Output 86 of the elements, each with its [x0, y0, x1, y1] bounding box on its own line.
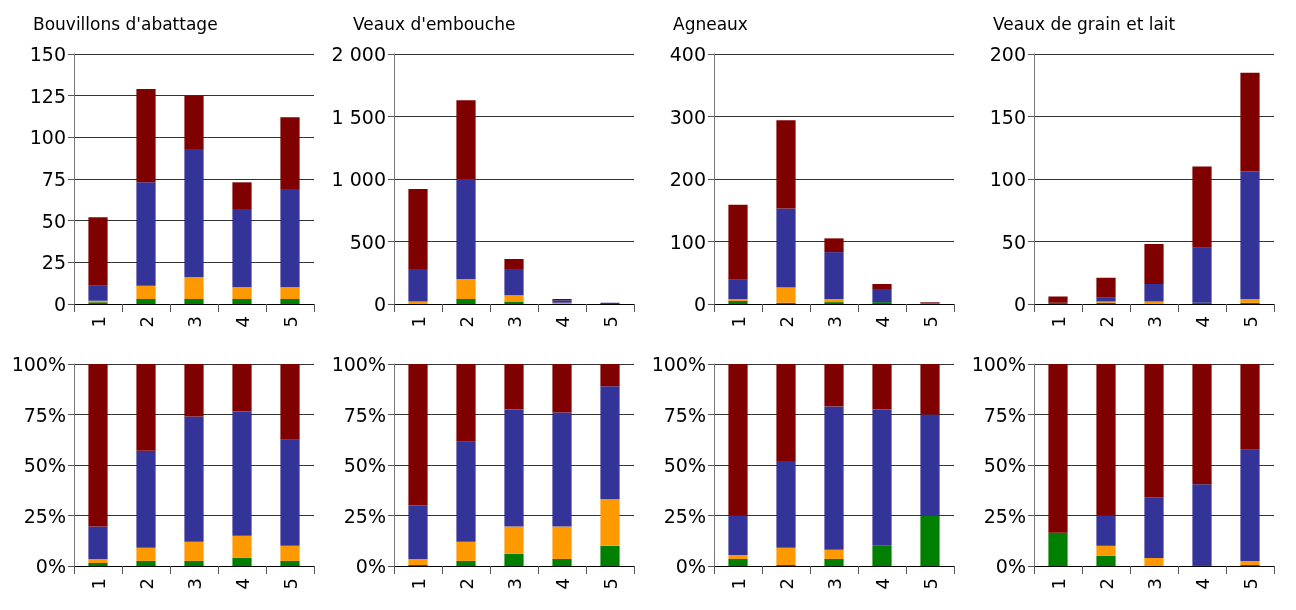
y-tick-label: 0 [53, 293, 66, 315]
chart-title: Veaux de grain et lait [993, 13, 1176, 34]
y-tick-label: 75% [23, 403, 66, 426]
x-tick-label: 1 [1047, 578, 1069, 590]
x-tick-label: 5 [599, 316, 621, 328]
y-tick-label: 50% [23, 454, 66, 476]
x-tick-label: 4 [231, 316, 253, 328]
x-tick-label: 3 [503, 578, 525, 590]
x-tick-label: 5 [1239, 578, 1261, 590]
y-tick-label: 0% [35, 555, 66, 577]
y-tick-label: 100 [29, 126, 66, 149]
y-tick-label: 75 [41, 168, 66, 190]
x-tick-label: 1 [727, 316, 749, 328]
chart-title: Bouvillons d'abattage [33, 13, 218, 34]
y-tick-label: 1 000 [331, 168, 386, 190]
y-tick-label: 75% [663, 403, 706, 426]
x-tick-label: 2 [455, 578, 477, 590]
y-tick-label: 25% [663, 504, 706, 527]
y-tick-label: 500 [349, 230, 386, 253]
y-tick-label: 0% [995, 555, 1026, 577]
x-tick-label: 3 [183, 316, 205, 328]
x-tick-label: 2 [135, 578, 157, 590]
y-tick-label: 300 [669, 105, 706, 128]
y-tick-label: 25% [23, 504, 66, 527]
y-tick-label: 0% [355, 555, 386, 577]
x-tick-label: 4 [871, 578, 893, 590]
x-tick-label: 4 [231, 578, 253, 590]
y-tick-label: 100 [989, 168, 1026, 190]
x-tick-label: 2 [1095, 578, 1117, 590]
y-tick-label: 100% [331, 353, 386, 375]
x-tick-label: 3 [1143, 316, 1165, 328]
x-tick-label: 4 [1191, 316, 1213, 328]
chart-title: Agneaux [673, 13, 748, 34]
y-tick-label: 400 [669, 43, 706, 65]
y-tick-label: 150 [29, 43, 66, 65]
y-tick-label: 0 [373, 293, 386, 315]
y-tick-label: 50% [983, 454, 1026, 476]
y-tick-label: 100% [651, 353, 706, 375]
x-tick-label: 5 [599, 578, 621, 590]
x-tick-label: 4 [871, 316, 893, 328]
y-tick-label: 50 [41, 209, 66, 232]
y-tick-label: 25% [343, 504, 386, 527]
x-tick-label: 2 [455, 316, 477, 328]
y-tick-label: 25% [983, 504, 1026, 527]
x-tick-label: 5 [279, 316, 301, 328]
y-tick-label: 0 [1013, 293, 1026, 315]
y-tick-label: 200 [989, 43, 1026, 65]
x-tick-label: 2 [775, 578, 797, 590]
x-tick-label: 5 [279, 578, 301, 590]
x-tick-label: 4 [551, 578, 573, 590]
y-tick-label: 25 [41, 251, 66, 274]
y-tick-label: 2 000 [331, 43, 386, 65]
x-tick-label: 1 [407, 316, 429, 328]
y-tick-label: 100% [11, 353, 66, 375]
x-tick-label: 3 [823, 316, 845, 328]
y-tick-label: 200 [669, 168, 706, 190]
x-tick-label: 5 [1239, 316, 1261, 328]
y-tick-label: 0 [693, 293, 706, 315]
x-tick-label: 2 [775, 316, 797, 328]
y-tick-label: 100 [669, 230, 706, 253]
x-tick-label: 1 [1047, 316, 1069, 328]
y-tick-label: 1 500 [331, 105, 386, 128]
x-tick-label: 2 [1095, 316, 1117, 328]
x-tick-label: 1 [87, 578, 109, 590]
y-tick-label: 0% [675, 555, 706, 577]
y-tick-label: 125 [29, 84, 66, 107]
x-tick-label: 1 [87, 316, 109, 328]
x-tick-label: 4 [1191, 578, 1213, 590]
y-tick-label: 50% [343, 454, 386, 476]
y-tick-label: 100% [971, 353, 1026, 375]
x-tick-label: 1 [727, 578, 749, 590]
y-tick-label: 50 [1001, 230, 1026, 253]
x-tick-label: 5 [919, 578, 941, 590]
y-tick-label: 150 [989, 105, 1026, 128]
chart-title: Veaux d'embouche [353, 13, 516, 34]
x-tick-label: 3 [183, 578, 205, 590]
x-tick-label: 3 [503, 316, 525, 328]
x-tick-label: 4 [551, 316, 573, 328]
y-tick-label: 50% [663, 454, 706, 476]
x-tick-label: 3 [1143, 578, 1165, 590]
x-tick-label: 2 [135, 316, 157, 328]
x-tick-label: 3 [823, 578, 845, 590]
y-tick-label: 75% [983, 403, 1026, 426]
y-tick-label: 75% [343, 403, 386, 426]
x-tick-label: 1 [407, 578, 429, 590]
x-tick-label: 5 [919, 316, 941, 328]
